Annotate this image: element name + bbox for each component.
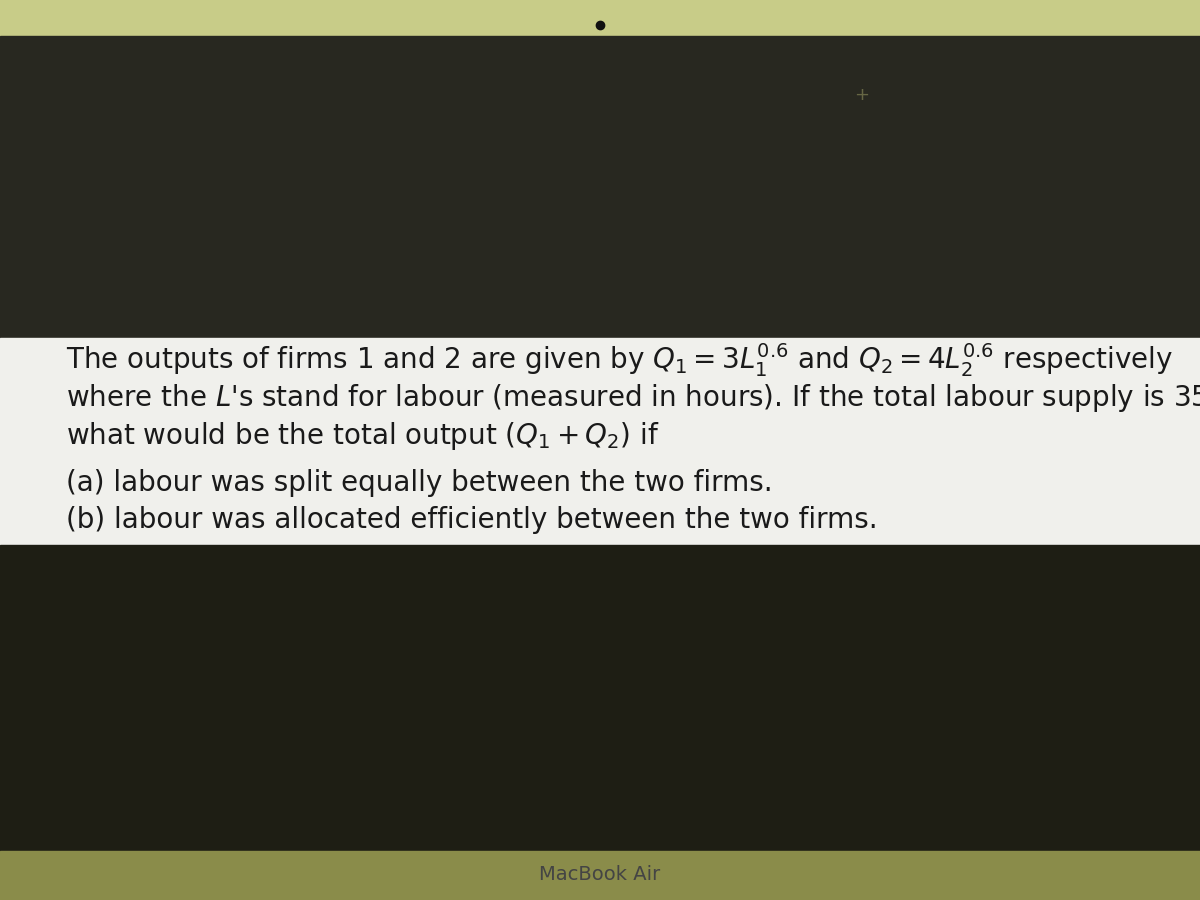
Text: (b) labour was allocated efficiently between the two firms.: (b) labour was allocated efficiently bet… [66, 506, 877, 535]
Text: where the $L$'s stand for labour (measured in hours). If the total labour supply: where the $L$'s stand for labour (measur… [66, 382, 1200, 414]
Bar [0, 36, 1200, 338]
Bar [0, 338, 1200, 544]
Text: MacBook Air: MacBook Air [539, 865, 661, 885]
Bar [0, 544, 1200, 850]
Text: The outputs of firms 1 and 2 are given by $Q_1 = 3L_1^{0.6}$ and $Q_2 = 4L_2^{0.: The outputs of firms 1 and 2 are given b… [66, 341, 1174, 379]
Text: (a) labour was split equally between the two firms.: (a) labour was split equally between the… [66, 469, 773, 498]
Bar [0, 0, 1200, 36]
Text: +: + [854, 86, 869, 104]
Text: what would be the total output $(Q_1 + Q_2)$ if: what would be the total output $(Q_1 + Q… [66, 419, 660, 452]
Bar [0, 850, 1200, 900]
